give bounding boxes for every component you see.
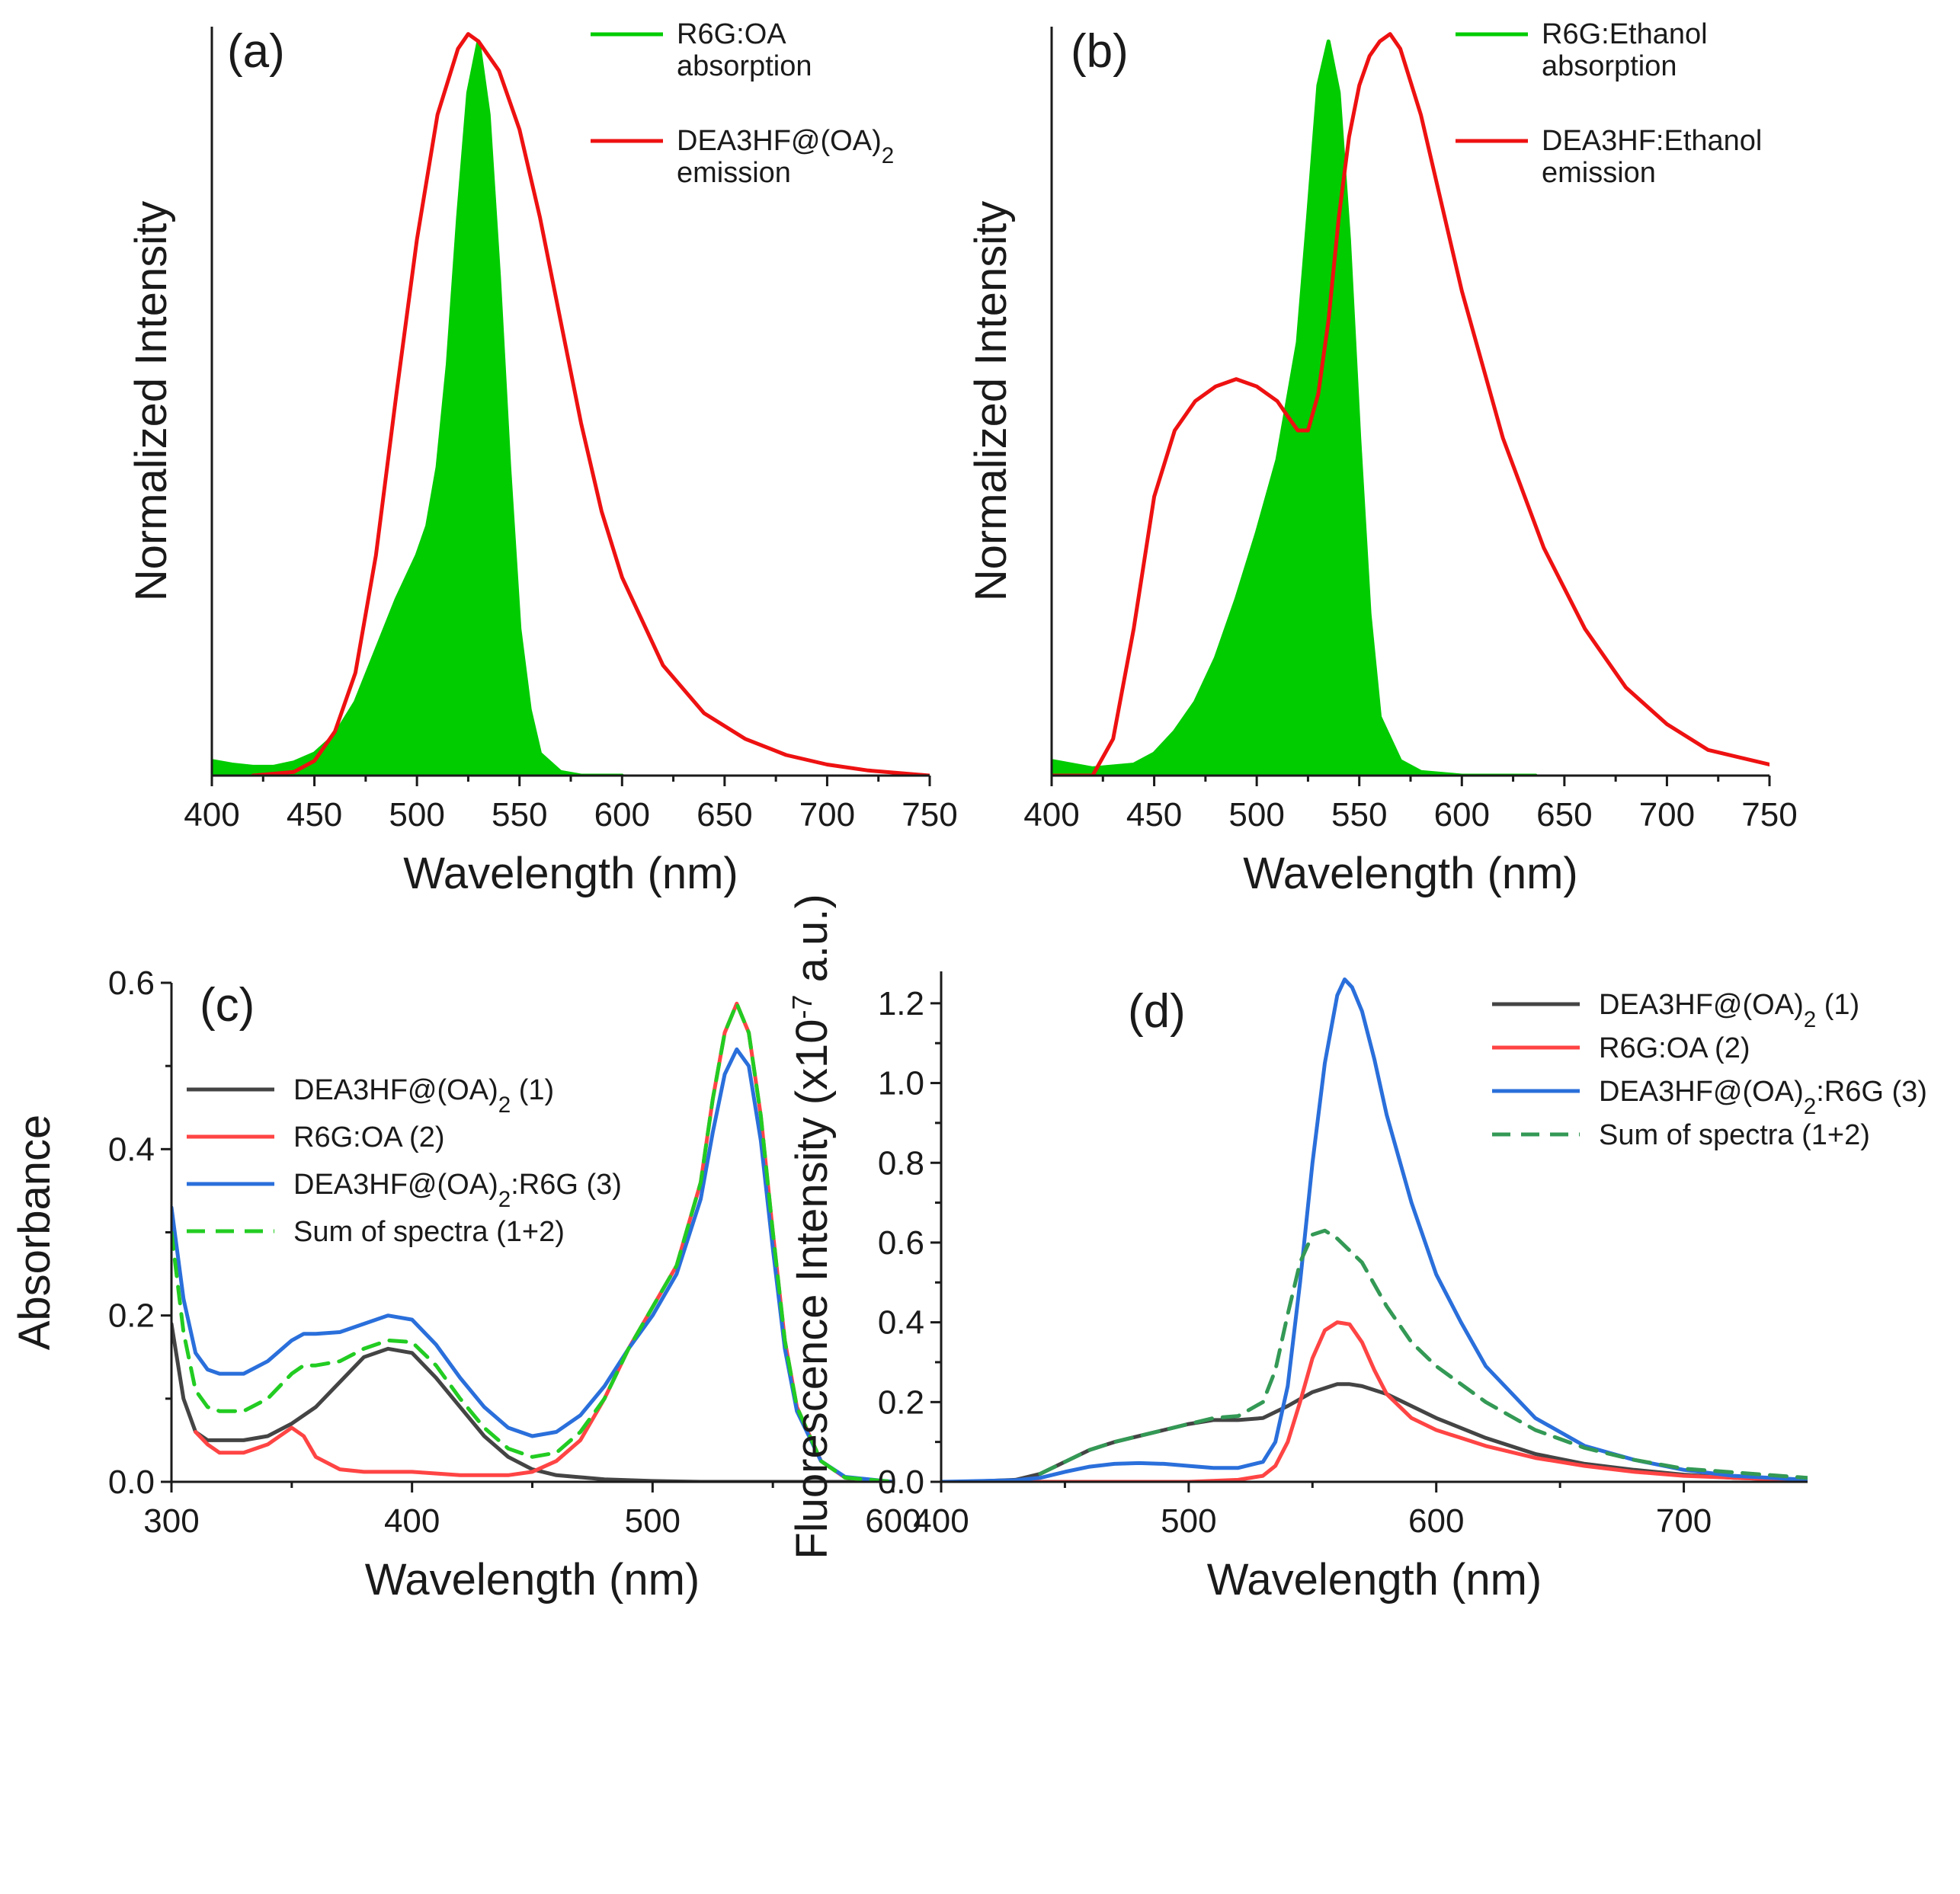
y-tick-label: 0.8 bbox=[878, 1144, 924, 1182]
legend-label: Sum of spectra (1+2) bbox=[1599, 1119, 1870, 1151]
legend: DEA3HF@(OA)2 (1)R6G:OA (2) DEA3HF@(OA)2:R… bbox=[1492, 989, 1927, 1151]
series-line-d-1 bbox=[941, 1320, 1808, 1482]
x-tick-label: 400 bbox=[913, 1502, 969, 1540]
panel-d: 400 500 600 700 0.0 0.2 0.4 0.6 0.8 1.0 1.2 Wavelen… bbox=[786, 894, 1927, 1604]
x-tick-label: 700 bbox=[799, 796, 855, 833]
x-tick-label: 600 bbox=[865, 1502, 921, 1540]
panel-label: (b) bbox=[1071, 25, 1129, 78]
legend-label: DEA3HF@(OA)2 (1) bbox=[1599, 989, 1859, 1032]
x-tick-label: 600 bbox=[1408, 1502, 1464, 1540]
x-tick-label: 400 bbox=[184, 796, 239, 833]
x-tick-label: 600 bbox=[594, 796, 650, 833]
legend-label: emission bbox=[677, 157, 791, 189]
series-line-c-3 bbox=[171, 1001, 893, 1482]
y-tick-label: 0.6 bbox=[878, 1224, 924, 1262]
x-axis-title: Wavelength (nm) bbox=[1243, 849, 1577, 898]
x-tick-label: 500 bbox=[389, 796, 444, 833]
legend-label: DEA3HF:Ethanol bbox=[1542, 125, 1762, 157]
legend-label: DEA3HF@(OA)2:R6G (3) bbox=[293, 1169, 622, 1212]
legend: DEA3HF@(OA)2 (1)R6G:OA (2) DEA3HF@(OA)2:R… bbox=[187, 1074, 622, 1248]
x-tick-label: 600 bbox=[1434, 796, 1490, 833]
plot-area bbox=[1052, 32, 1769, 776]
y-axis-title: Fluorescence Intensity (x10-7 a.u.) bbox=[786, 894, 837, 1559]
x-tick-label: 650 bbox=[1536, 796, 1592, 833]
legend-label: R6G:OA bbox=[677, 18, 786, 50]
x-tick-label: 650 bbox=[697, 796, 752, 833]
x-tick-label: 550 bbox=[492, 796, 547, 833]
x-tick-label: 500 bbox=[1161, 1502, 1216, 1540]
x-tick-label: 300 bbox=[143, 1502, 199, 1540]
panel-label: (d) bbox=[1128, 985, 1186, 1038]
y-tick-label: 0.2 bbox=[108, 1297, 155, 1335]
y-tick-label: 0.2 bbox=[878, 1384, 924, 1421]
x-tick-label: 400 bbox=[384, 1502, 440, 1540]
x-tick-label: 450 bbox=[287, 796, 342, 833]
panel-label: (c) bbox=[200, 979, 255, 1032]
series-line-b-1 bbox=[1052, 32, 1769, 776]
y-tick-label: 1.0 bbox=[878, 1065, 924, 1102]
legend-label: emission bbox=[1542, 157, 1656, 189]
plot-area bbox=[941, 977, 1808, 1482]
legend-label: absorption bbox=[1542, 50, 1677, 82]
legend-label: DEA3HF@(OA)2 (1) bbox=[293, 1074, 554, 1118]
legend-label: DEA3HF@(OA)2:R6G (3) bbox=[1599, 1076, 1927, 1119]
series-line-d-3 bbox=[1038, 1228, 1808, 1480]
y-tick-label: 0.4 bbox=[108, 1131, 155, 1168]
legend-label: Sum of spectra (1+2) bbox=[293, 1216, 565, 1248]
plot-area bbox=[171, 1001, 893, 1482]
series-line-d-2 bbox=[941, 977, 1808, 1482]
y-tick-label: 0.4 bbox=[878, 1304, 924, 1342]
x-tick-label: 500 bbox=[625, 1502, 681, 1540]
panel-b: 400 450 500 550 600 650 700 750 Wavelength (nm) N… bbox=[966, 18, 1798, 898]
x-tick-label: 550 bbox=[1331, 796, 1387, 833]
y-axis-title: Absorbance bbox=[10, 1115, 59, 1351]
legend-label: absorption bbox=[677, 50, 812, 82]
y-axis-title: Normalized Intensity bbox=[127, 201, 176, 601]
series-line-b-0 bbox=[1052, 39, 1538, 776]
y-tick-label: 1.2 bbox=[878, 985, 924, 1022]
y-tick-label: 0.0 bbox=[108, 1464, 155, 1501]
x-tick-label: 750 bbox=[1741, 796, 1797, 833]
y-tick-label: 0.0 bbox=[878, 1464, 924, 1501]
series-line-a-1 bbox=[251, 32, 930, 776]
plot-area bbox=[212, 32, 930, 776]
panel-a: 400 450 500 550 600 650 700 750 Wavelength (nm) N… bbox=[127, 18, 958, 898]
legend-label: R6G:OA (2) bbox=[293, 1121, 445, 1153]
series-fill-a-0 bbox=[212, 41, 623, 776]
series-line-c-2 bbox=[171, 1047, 893, 1482]
y-axis-title: Normalized Intensity bbox=[966, 201, 1016, 601]
x-axis-title: Wavelength (nm) bbox=[1207, 1555, 1542, 1604]
x-tick-label: 700 bbox=[1656, 1502, 1712, 1540]
legend-label: R6G:Ethanol bbox=[1542, 18, 1708, 50]
x-tick-label: 700 bbox=[1639, 796, 1695, 833]
y-tick-label: 0.6 bbox=[108, 965, 155, 1002]
x-tick-label: 400 bbox=[1023, 796, 1079, 833]
x-axis-title: Wavelength (nm) bbox=[403, 849, 738, 898]
legend-label: DEA3HF@(OA)2 bbox=[677, 125, 894, 168]
x-tick-label: 750 bbox=[902, 796, 957, 833]
x-tick-label: 450 bbox=[1126, 796, 1182, 833]
series-line-c-0 bbox=[171, 1322, 893, 1482]
legend-label: R6G:OA (2) bbox=[1599, 1032, 1750, 1064]
series-line-a-0 bbox=[212, 39, 624, 776]
series-fill-b-0 bbox=[1052, 41, 1536, 776]
x-axis-title: Wavelength (nm) bbox=[365, 1555, 700, 1604]
panel-label: (a) bbox=[227, 25, 285, 78]
x-tick-label: 500 bbox=[1228, 796, 1284, 833]
